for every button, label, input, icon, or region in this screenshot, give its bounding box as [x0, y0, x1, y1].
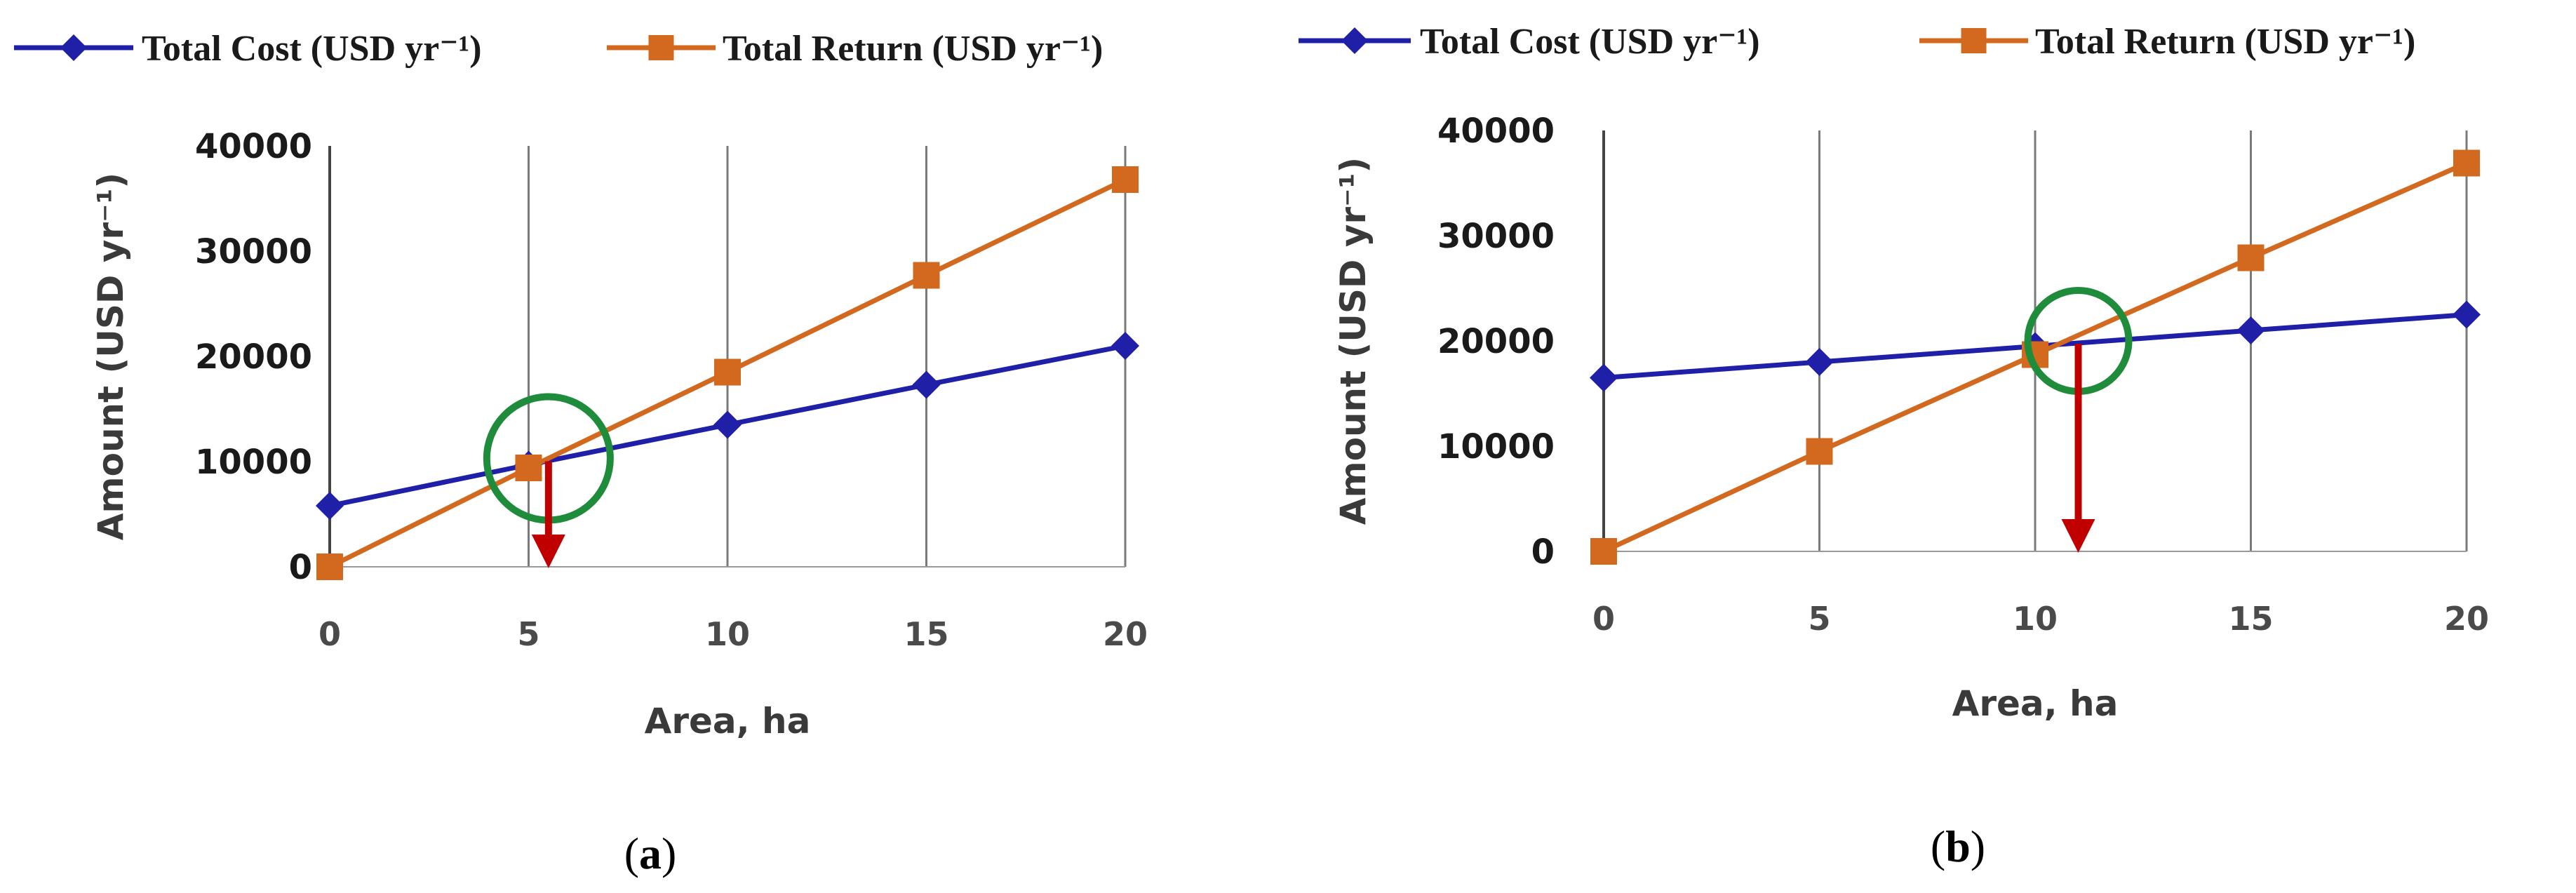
- chart-a: 0 5 10 15 20 0 10000 20000 30000 40000 Area, ha Amo…: [14, 29, 1148, 878]
- legend-marker-total-cost: [60, 34, 87, 61]
- x-axis-label: Area, ha: [1952, 683, 2119, 724]
- total-cost-point: [713, 410, 742, 439]
- x-tick-label: 15: [2228, 600, 2273, 638]
- total-return-point: [2237, 244, 2265, 271]
- y-tick-label: 20000: [1437, 322, 1555, 361]
- legend-marker-total-return: [1961, 28, 1987, 53]
- break-even-arrow-head: [2061, 519, 2095, 553]
- x-tick-label: 10: [705, 615, 750, 653]
- chart-b: 0 5 10 15 20 0 10000 20000 30000 40000 Area, ha Amo…: [1299, 22, 2489, 871]
- y-tick-label: 0: [1531, 532, 1555, 572]
- legend-label: Total Cost (USD yr⁻¹): [1420, 22, 1760, 62]
- chart-panel-b: 0 5 10 15 20 0 10000 20000 30000 40000 Area, ha Amo…: [1288, 0, 2576, 893]
- x-tick-label: 5: [517, 615, 539, 653]
- y-tick-label: 0: [289, 548, 312, 587]
- y-tick-label: 40000: [195, 127, 312, 166]
- panel-label: (b): [1931, 821, 1985, 871]
- break-even-arrow-head: [531, 535, 565, 568]
- total-return-point: [913, 262, 940, 289]
- chart-panel-a: 0 5 10 15 20 0 10000 20000 30000 40000 Area, ha Amo…: [14, 29, 1148, 878]
- total-cost-point: [1805, 348, 1834, 376]
- x-tick-label: 20: [2444, 600, 2489, 638]
- total-cost-point: [912, 370, 941, 399]
- total-return-point: [1112, 166, 1139, 193]
- x-tick-label: 20: [1103, 615, 1148, 653]
- total-cost-point: [2236, 316, 2265, 344]
- y-tick-label: 10000: [1437, 427, 1555, 466]
- total-cost-point: [1111, 332, 1139, 360]
- legend-label: Total Cost (USD yr⁻¹): [142, 29, 482, 69]
- y-tick-label: 10000: [195, 443, 312, 482]
- y-tick-label: 30000: [1437, 217, 1555, 256]
- total-return-point: [1590, 538, 1617, 565]
- y-axis-label: Amount (USD yr⁻¹): [90, 173, 131, 540]
- total-cost-point: [316, 492, 344, 520]
- total-cost-point: [1590, 363, 1618, 392]
- total-return-point: [316, 553, 343, 580]
- x-tick-label: 5: [1808, 600, 1830, 638]
- x-axis-label: Area, ha: [645, 701, 811, 741]
- y-tick-label: 40000: [1437, 112, 1555, 151]
- x-tick-label: 0: [318, 615, 341, 653]
- legend-marker-total-return: [648, 35, 674, 60]
- y-tick-label: 20000: [195, 337, 312, 377]
- x-tick-label: 0: [1592, 600, 1615, 638]
- panel-label: (a): [624, 828, 677, 878]
- total-cost-point: [2453, 300, 2481, 329]
- x-tick-label: 10: [2013, 600, 2058, 638]
- legend-label: Total Return (USD yr⁻¹): [2035, 22, 2415, 62]
- legend-label: Total Return (USD yr⁻¹): [723, 29, 1103, 69]
- y-tick-label: 30000: [195, 232, 312, 271]
- legend-marker-total-cost: [1341, 27, 1368, 54]
- total-return-point: [1806, 438, 1833, 465]
- total-return-point: [714, 358, 741, 386]
- total-return-point: [2453, 149, 2480, 177]
- x-tick-label: 15: [904, 615, 948, 653]
- total-return-point: [515, 455, 542, 481]
- y-axis-label: Amount (USD yr⁻¹): [1333, 157, 1374, 525]
